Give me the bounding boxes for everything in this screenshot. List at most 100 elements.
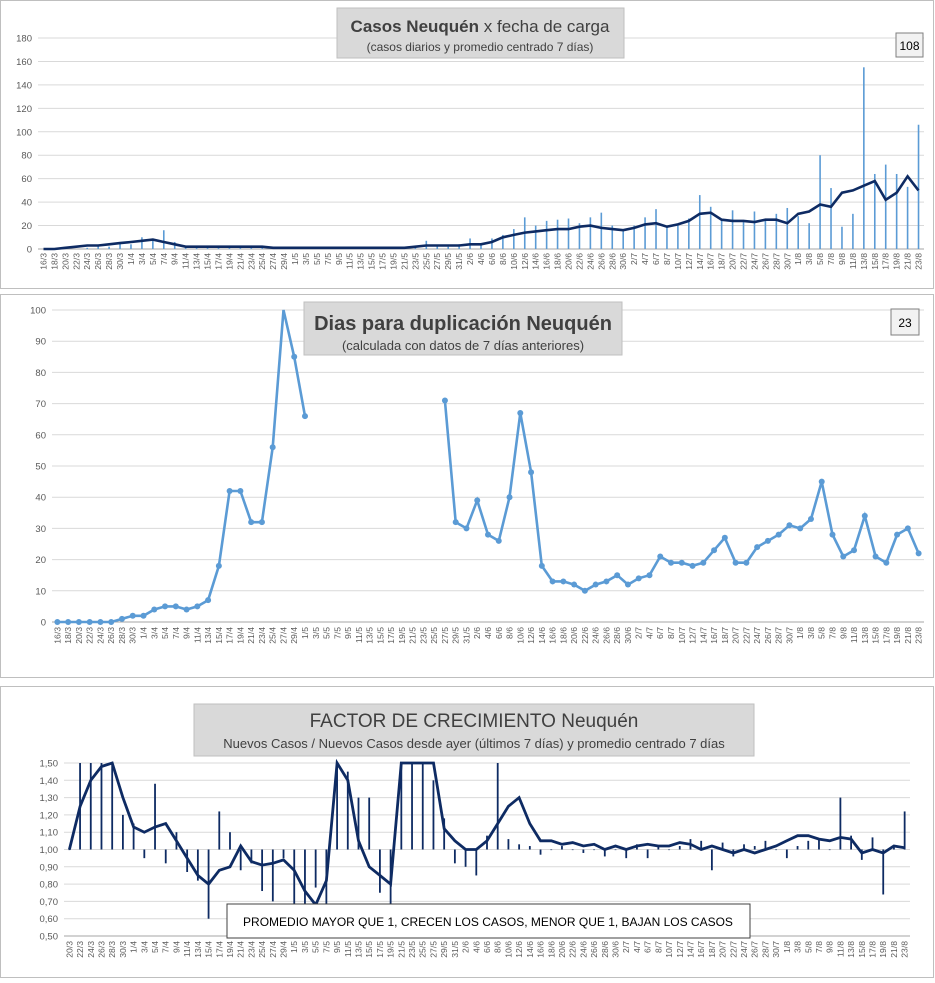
y-tick-label: 160 <box>16 57 32 68</box>
daily-factor-bar <box>357 797 360 850</box>
growth-title-box <box>193 703 755 757</box>
x-tick-label: 5/4 <box>160 627 170 639</box>
daily-cases-bar <box>895 173 898 249</box>
x-tick-label: 5/8 <box>817 627 827 639</box>
x-tick-label: 2/7 <box>634 627 644 639</box>
x-tick-label: 17/8 <box>881 627 891 644</box>
x-tick-label: 3/5 <box>300 941 310 953</box>
y-tick-label: 60 <box>35 430 46 441</box>
x-tick-label: 7/8 <box>814 941 824 953</box>
x-tick-label: 25/5 <box>418 941 428 958</box>
daily-cases-bar <box>797 216 800 249</box>
x-tick-label: 18/6 <box>546 941 556 958</box>
y-tick-label: 100 <box>30 306 46 317</box>
y-tick-label: 1,10 <box>40 828 59 839</box>
x-tick-label: 29/4 <box>279 253 289 270</box>
daily-factor-bar <box>582 849 585 853</box>
x-tick-label: 18/7 <box>717 253 727 270</box>
doubling-point <box>571 581 578 588</box>
cases-badge-box <box>895 32 924 58</box>
x-tick-label: 12/7 <box>688 627 698 644</box>
x-tick-label: 15/5 <box>367 253 377 270</box>
x-tick-label: 22/7 <box>741 627 751 644</box>
doubling-point <box>463 525 470 532</box>
x-tick-label: 3/8 <box>793 941 803 953</box>
x-tick-label: 15/4 <box>214 627 224 644</box>
daily-cases-bar <box>742 222 745 249</box>
x-tick-label: 16/7 <box>706 253 716 270</box>
x-tick-label: 3/4 <box>149 627 159 639</box>
x-tick-label: 4/7 <box>644 627 654 639</box>
doubling-point <box>721 534 728 541</box>
daily-factor-bar <box>539 849 542 855</box>
daily-cases-bar <box>698 195 701 249</box>
x-tick-label: 18/3 <box>49 253 59 270</box>
x-tick-label: 17/4 <box>214 941 224 958</box>
x-tick-label: 1/8 <box>782 941 792 953</box>
daily-factor-bar <box>561 846 563 850</box>
x-tick-label: 28/3 <box>107 941 117 958</box>
doubling-point <box>904 525 911 532</box>
cases-badge: 108 <box>899 39 919 53</box>
doubling-title: Dias para duplicación Neuquén <box>314 313 612 335</box>
x-tick-label: 9/4 <box>170 253 180 265</box>
doubling-point <box>172 603 179 610</box>
x-tick-label: 11/8 <box>848 253 858 269</box>
y-tick-label: 100 <box>16 127 32 138</box>
x-tick-label: 18/6 <box>553 253 563 270</box>
x-tick-label: 8/7 <box>662 253 672 265</box>
doubling-point <box>754 544 761 551</box>
x-tick-label: 27/5 <box>440 627 450 644</box>
x-tick-label: 18/3 <box>63 627 73 644</box>
doubling-point <box>54 619 61 625</box>
daily-factor-bar <box>218 811 221 850</box>
x-tick-label: 3/5 <box>311 627 321 639</box>
x-tick-label: 15/8 <box>870 253 880 270</box>
x-tick-label: 22/6 <box>580 627 590 644</box>
x-tick-label: 16/3 <box>52 627 62 644</box>
x-tick-label: 8/6 <box>498 253 508 265</box>
daily-cases-bar <box>775 213 778 249</box>
doubling-point <box>162 603 169 610</box>
y-tick-label: 10 <box>35 586 46 597</box>
x-tick-label: 20/7 <box>718 941 728 958</box>
y-tick-label: 50 <box>35 462 46 473</box>
daily-factor-bar <box>68 849 71 851</box>
x-tick-label: 4/6 <box>476 253 486 265</box>
x-tick-label: 19/4 <box>225 941 235 958</box>
x-tick-label: 29/4 <box>279 941 289 958</box>
x-tick-label: 19/8 <box>892 253 902 270</box>
daily-factor-bar <box>421 763 424 850</box>
daily-factor-bar <box>571 849 574 851</box>
x-tick-label: 28/3 <box>117 627 127 644</box>
x-tick-label: 19/8 <box>878 941 888 958</box>
daily-cases-bar <box>841 226 843 249</box>
x-tick-label: 16/6 <box>536 941 546 958</box>
x-tick-label: 16/7 <box>696 941 706 958</box>
daily-factor-bar <box>668 849 670 851</box>
doubling-point <box>269 444 276 451</box>
x-tick-label: 16/7 <box>709 627 719 644</box>
daily-cases-bar <box>480 244 482 249</box>
x-tick-label: 23/5 <box>418 627 428 644</box>
x-tick-label: 15/8 <box>857 941 867 958</box>
x-tick-label: 5/4 <box>150 941 160 953</box>
daily-factor-bar <box>282 849 285 859</box>
x-tick-label: 22/3 <box>71 253 81 270</box>
growth-subtitle: Nuevos Casos / Nuevos Casos desde ayer (… <box>223 736 725 751</box>
x-tick-label: 2/6 <box>472 627 482 639</box>
daily-factor-bar <box>678 846 681 850</box>
x-tick-label: 7/4 <box>159 253 169 265</box>
daily-cases-bar <box>753 211 756 249</box>
doubling-point <box>560 578 567 585</box>
x-tick-label: 26/7 <box>763 627 773 644</box>
x-tick-label: 27/5 <box>432 253 442 270</box>
x-tick-label: 2/6 <box>465 253 475 265</box>
y-tick-label: 60 <box>21 174 32 185</box>
x-tick-label: 3/8 <box>806 627 816 639</box>
daily-cases-bar <box>567 218 570 249</box>
x-tick-label: 10/6 <box>515 627 525 644</box>
x-tick-label: 12/6 <box>526 627 536 644</box>
x-tick-label: 8/6 <box>505 627 515 639</box>
daily-factor-bar <box>518 844 521 850</box>
